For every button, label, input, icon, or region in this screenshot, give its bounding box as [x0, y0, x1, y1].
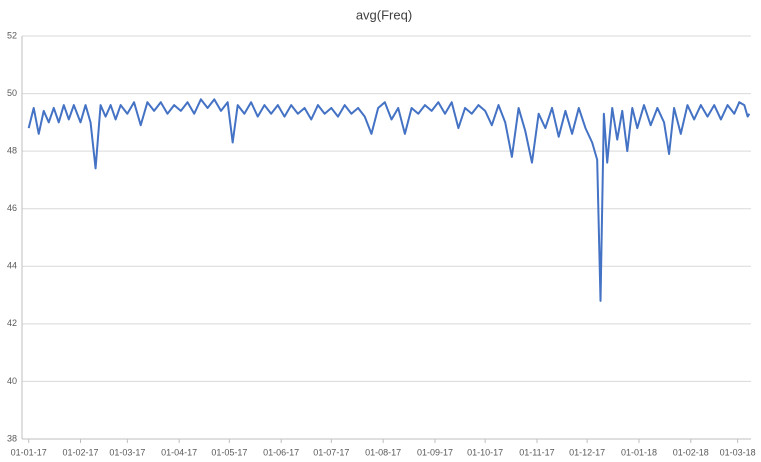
y-tick-label: 46 — [7, 203, 17, 213]
x-tick-label: 01-02-17 — [63, 447, 99, 457]
x-tick-label: 01-06-17 — [263, 447, 299, 457]
x-tick-label: 01-04-17 — [161, 447, 197, 457]
x-tick-label: 01-09-17 — [417, 447, 453, 457]
data-line — [27, 98, 751, 302]
x-tick-label: 01-02-18 — [673, 447, 709, 457]
chart-title: avg(Freq) — [356, 7, 412, 22]
y-tick-label: 40 — [7, 376, 17, 386]
y-tick-label: 42 — [7, 318, 17, 328]
y-tick-label: 44 — [7, 261, 17, 271]
x-tick-label: 01-01-17 — [11, 447, 47, 457]
x-tick-label: 01-11-17 — [519, 447, 554, 457]
x-tick-label: 01-07-17 — [313, 447, 349, 457]
x-tick-label: 01-10-17 — [467, 447, 503, 457]
x-tick-label: 01-03-18 — [720, 447, 756, 457]
x-tick-label: 01-12-17 — [569, 447, 605, 457]
x-tick-label: 01-05-17 — [211, 447, 247, 457]
y-tick-label: 50 — [7, 88, 17, 98]
y-tick-label: 52 — [7, 30, 17, 40]
x-tick-label: 01-03-17 — [109, 447, 145, 457]
x-tick-label: 01-01-18 — [621, 447, 657, 457]
y-tick-label: 48 — [7, 146, 17, 156]
x-tick-label: 01-08-17 — [365, 447, 401, 457]
y-tick-label: 38 — [7, 433, 17, 443]
